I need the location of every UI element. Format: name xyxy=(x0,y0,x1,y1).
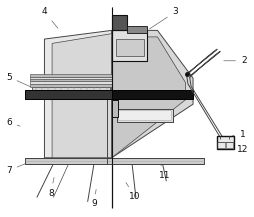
Text: 6: 6 xyxy=(6,118,20,127)
Text: 10: 10 xyxy=(126,182,140,201)
Bar xyxy=(30,81,112,84)
Bar xyxy=(25,158,204,164)
Bar xyxy=(30,74,112,77)
Bar xyxy=(112,100,118,117)
Polygon shape xyxy=(52,34,112,158)
Bar xyxy=(30,84,112,87)
Bar xyxy=(217,142,225,148)
Text: 7: 7 xyxy=(6,163,28,175)
Text: 11: 11 xyxy=(159,165,171,180)
Text: 12: 12 xyxy=(230,143,248,154)
Bar xyxy=(112,15,127,30)
Bar xyxy=(217,136,234,149)
Text: 9: 9 xyxy=(91,189,97,209)
Polygon shape xyxy=(112,37,185,158)
Bar xyxy=(25,90,112,99)
Bar xyxy=(112,30,147,61)
Text: 2: 2 xyxy=(224,56,247,65)
Text: 8: 8 xyxy=(48,178,54,198)
Bar xyxy=(118,110,171,120)
Text: 3: 3 xyxy=(150,7,178,29)
Bar xyxy=(127,26,147,33)
Bar xyxy=(116,39,144,56)
Bar xyxy=(30,79,112,81)
Bar xyxy=(30,77,112,79)
Bar xyxy=(112,90,193,99)
Bar xyxy=(226,142,233,148)
Polygon shape xyxy=(44,30,112,158)
Bar xyxy=(117,108,173,122)
Text: 5: 5 xyxy=(6,72,30,87)
Text: 4: 4 xyxy=(42,7,58,28)
Polygon shape xyxy=(112,30,193,158)
Text: 1: 1 xyxy=(233,130,245,139)
Bar xyxy=(32,87,110,99)
